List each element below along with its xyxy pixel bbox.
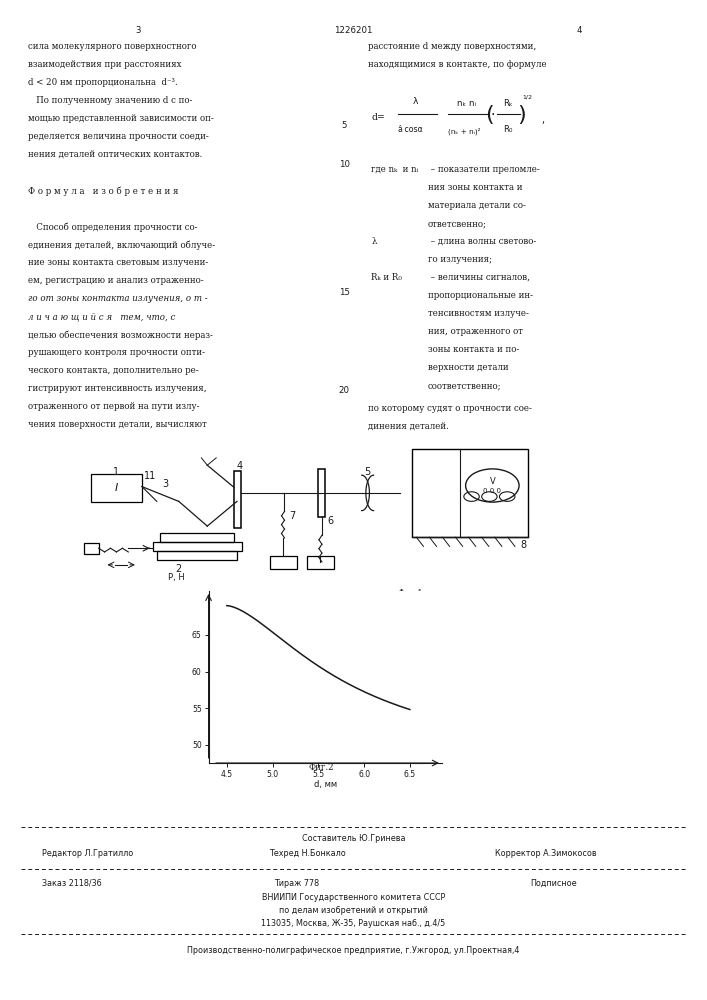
Text: 7: 7 xyxy=(289,511,296,521)
Text: 5: 5 xyxy=(341,121,347,130)
Text: 113035, Москва, Ж-35, Раушская наб., д.4/5: 113035, Москва, Ж-35, Раушская наб., д.4… xyxy=(262,919,445,928)
Text: nₖ nᵢ: nₖ nᵢ xyxy=(457,99,476,107)
Bar xyxy=(91,474,142,502)
Text: л и ч а ю щ и й с я   тем, что, с: л и ч а ю щ и й с я тем, что, с xyxy=(28,312,175,321)
Text: ): ) xyxy=(518,105,526,125)
Text: 1: 1 xyxy=(113,467,119,477)
Text: Подписное: Подписное xyxy=(530,879,577,888)
Text: Способ определения прочности со-: Способ определения прочности со- xyxy=(28,222,198,232)
Text: ·: · xyxy=(491,108,495,122)
Text: го от зоны контакта излучения, о т -: го от зоны контакта излучения, о т - xyxy=(28,294,208,303)
Text: λ: λ xyxy=(371,237,377,246)
Text: (: ( xyxy=(486,105,494,125)
Text: динения деталей.: динения деталей. xyxy=(368,422,448,431)
Text: Фиг.2: Фиг.2 xyxy=(309,763,334,772)
Text: Заказ 2118/36: Заказ 2118/36 xyxy=(42,879,102,888)
Text: 10: 10 xyxy=(339,160,350,169)
X-axis label: d, мм: d, мм xyxy=(314,780,337,789)
Text: соответственно;: соответственно; xyxy=(428,381,501,390)
Text: зоны контакта и по-: зоны контакта и по- xyxy=(428,345,519,354)
Text: P, H: P, H xyxy=(168,573,185,582)
Text: – величины сигналов,: – величины сигналов, xyxy=(428,273,530,282)
Text: 3: 3 xyxy=(135,26,141,35)
Text: рушающего контроля прочности опти-: рушающего контроля прочности опти- xyxy=(28,348,205,357)
Bar xyxy=(307,556,334,569)
Text: Редактор Л.Гратилло: Редактор Л.Гратилло xyxy=(42,849,134,858)
Text: 15: 15 xyxy=(339,288,350,297)
Text: 3: 3 xyxy=(163,479,169,489)
Text: чения поверхности детали, вычисляют: чения поверхности детали, вычисляют xyxy=(28,420,207,429)
Text: (nₖ + nᵢ)²: (nₖ + nᵢ)² xyxy=(448,127,480,135)
Text: го излучения;: го излучения; xyxy=(428,255,492,264)
Text: Ф о р м у л а   и з о б р е т е н и я: Ф о р м у л а и з о б р е т е н и я xyxy=(28,186,179,196)
Text: R₀: R₀ xyxy=(503,125,513,134)
Text: d < 20 нм пропорциональна  d⁻³.: d < 20 нм пропорциональна d⁻³. xyxy=(28,78,178,87)
Text: Производственно-полиграфическое предприятие, г.Ужгород, ул.Проектная,4: Производственно-полиграфическое предприя… xyxy=(187,946,520,955)
Text: I: I xyxy=(115,483,118,493)
Text: По полученному значению d с по-: По полученному значению d с по- xyxy=(28,96,192,105)
Text: мощью представленной зависимости оп-: мощью представленной зависимости оп- xyxy=(28,114,214,123)
Text: Фиг.1: Фиг.1 xyxy=(397,589,423,598)
Text: â cosα: â cosα xyxy=(398,125,423,134)
Text: 6: 6 xyxy=(327,516,334,526)
Text: d=: d= xyxy=(371,113,385,122)
Text: 1/2: 1/2 xyxy=(522,95,532,100)
Text: где nₖ  и nᵢ: где nₖ и nᵢ xyxy=(371,165,419,174)
Text: 2: 2 xyxy=(175,564,182,574)
Text: ческого контакта, дополнительно ре-: ческого контакта, дополнительно ре- xyxy=(28,366,199,375)
Text: – длина волны светово-: – длина волны светово- xyxy=(428,237,536,246)
Text: 5: 5 xyxy=(365,467,370,477)
Text: Составитель Ю.Гринева: Составитель Ю.Гринева xyxy=(302,834,405,843)
Text: находящимися в контакте, по формуле: находящимися в контакте, по формуле xyxy=(368,60,547,69)
Text: по делам изобретений и открытий: по делам изобретений и открытий xyxy=(279,906,428,915)
Bar xyxy=(412,449,528,537)
Bar xyxy=(160,533,234,542)
Text: целью обеспечения возможности нераз-: целью обеспечения возможности нераз- xyxy=(28,330,213,340)
Text: материала детали со-: материала детали со- xyxy=(428,201,525,210)
Text: V: V xyxy=(489,477,495,486)
Text: Rₖ: Rₖ xyxy=(503,99,513,107)
Text: Rₖ и R₀: Rₖ и R₀ xyxy=(371,273,402,282)
Text: 0 0 0: 0 0 0 xyxy=(484,488,501,494)
Text: верхности детали: верхности детали xyxy=(428,363,508,372)
Bar xyxy=(157,551,237,560)
Text: ,: , xyxy=(541,115,544,125)
Text: по которому судят о прочности сое-: по которому судят о прочности сое- xyxy=(368,404,532,413)
Bar xyxy=(269,556,297,569)
Text: ответсвенно;: ответсвенно; xyxy=(428,219,486,228)
Text: единения деталей, включающий облуче-: единения деталей, включающий облуче- xyxy=(28,240,216,249)
Text: тенсивностям излуче-: тенсивностям излуче- xyxy=(428,309,529,318)
Text: сила молекулярного поверхностного: сила молекулярного поверхностного xyxy=(28,42,197,51)
Text: λ: λ xyxy=(413,97,419,105)
Text: ВНИИПИ Государственного комитета СССР: ВНИИПИ Государственного комитета СССР xyxy=(262,893,445,902)
Text: Тираж 778: Тираж 778 xyxy=(274,879,320,888)
Text: взаимодействия при расстояниях: взаимодействия при расстояниях xyxy=(28,60,182,69)
Text: ния зоны контакта и: ния зоны контакта и xyxy=(428,183,522,192)
Text: 11: 11 xyxy=(144,471,156,481)
Text: ния, отраженного от: ния, отраженного от xyxy=(428,327,522,336)
Text: расстояние d между поверхностями,: расстояние d между поверхностями, xyxy=(368,42,536,51)
Text: 8: 8 xyxy=(520,540,526,550)
Text: гистрируют интенсивность излучения,: гистрируют интенсивность излучения, xyxy=(28,384,207,393)
Text: пропорциональные ин-: пропорциональные ин- xyxy=(428,291,533,300)
Text: 20: 20 xyxy=(339,386,350,395)
Text: – показатели преломле-: – показатели преломле- xyxy=(428,165,539,174)
Bar xyxy=(318,469,325,517)
Text: отраженного от первой на пути излу-: отраженного от первой на пути излу- xyxy=(28,402,200,411)
Bar xyxy=(153,542,242,551)
Text: ределяется величина прочности соеди-: ределяется величина прочности соеди- xyxy=(28,132,209,141)
Text: нения деталей оптических контактов.: нения деталей оптических контактов. xyxy=(28,150,203,159)
Text: 4: 4 xyxy=(237,461,243,471)
Text: 4: 4 xyxy=(577,26,583,35)
Text: ем, регистрацию и анализ отраженно-: ем, регистрацию и анализ отраженно- xyxy=(28,276,204,285)
Bar xyxy=(234,471,241,528)
Text: Техред Н.Бонкало: Техред Н.Бонкало xyxy=(269,849,346,858)
Bar xyxy=(83,543,98,554)
Text: Корректор А.Зимокосов: Корректор А.Зимокосов xyxy=(495,849,597,858)
Text: 1226201: 1226201 xyxy=(334,26,373,35)
Text: ние зоны контакта световым излучени-: ние зоны контакта световым излучени- xyxy=(28,258,209,267)
